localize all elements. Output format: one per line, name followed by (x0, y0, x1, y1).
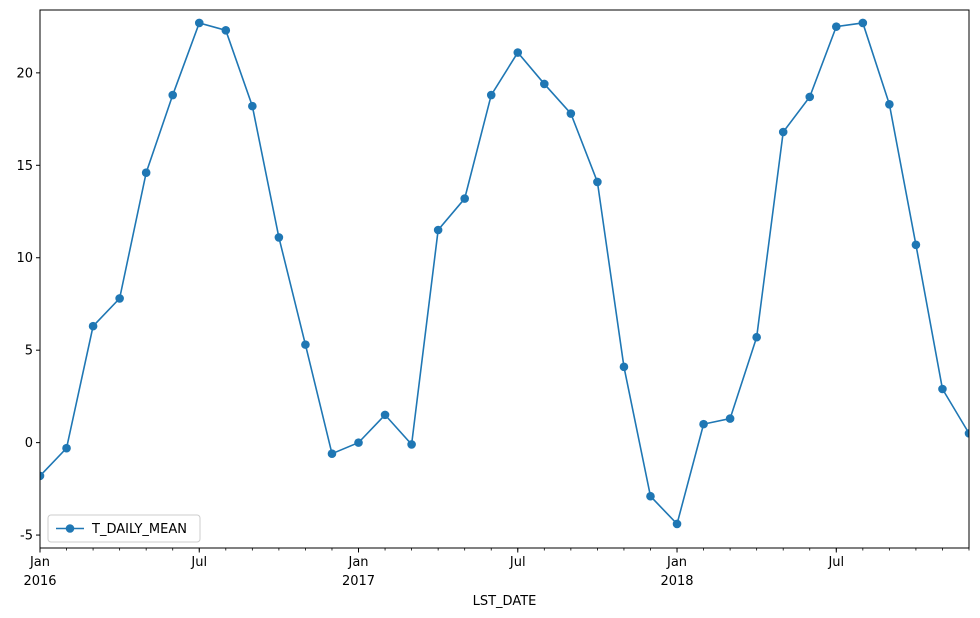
plot-frame (39, 9, 970, 549)
legend: T_DAILY_MEAN (47, 514, 201, 543)
data-point (486, 90, 496, 100)
data-point (699, 419, 708, 429)
data-point (593, 177, 602, 187)
data-point (327, 449, 337, 459)
y-tick-label: 0 (25, 436, 33, 451)
data-point (274, 233, 284, 242)
data-point (858, 18, 868, 28)
data-point (805, 92, 815, 102)
data-point (938, 384, 947, 394)
data-point (619, 362, 629, 372)
series-group (40, 18, 969, 529)
data-point (752, 332, 761, 342)
data-point (62, 443, 71, 453)
data-point (115, 294, 124, 303)
legend-label: T_DAILY_MEAN (91, 522, 187, 537)
x-axis: Jan 2016 Jul Jan 2017 Jul Jan 2018 Jul (23, 548, 970, 589)
data-point (354, 438, 363, 447)
y-tick-label: 10 (16, 251, 33, 266)
data-point (964, 429, 969, 438)
data-point (88, 321, 98, 331)
data-point (885, 99, 894, 109)
legend-marker (65, 524, 75, 533)
x-tick-label: Jan (347, 555, 368, 570)
y-tick-label: 20 (16, 66, 33, 81)
x-tick-year-label: 2016 (23, 574, 56, 589)
data-point (566, 109, 576, 118)
data-point (540, 79, 549, 89)
data-point (646, 491, 655, 501)
data-point (248, 101, 257, 111)
x-tick-label: Jul (509, 555, 526, 570)
x-tick-label: Jul (827, 555, 844, 570)
y-tick-label: 5 (25, 344, 33, 359)
data-point (778, 127, 788, 137)
legend-box (47, 514, 201, 543)
data-point (40, 471, 45, 481)
data-point (141, 168, 151, 177)
data-point (433, 225, 443, 235)
data-point (194, 18, 204, 28)
x-axis-label: LST_DATE (473, 594, 537, 609)
data-point (460, 194, 469, 203)
series-line (40, 21, 969, 526)
y-axis: -5 0 5 10 15 20 (16, 66, 40, 544)
data-point (725, 414, 735, 423)
x-tick-label: Jan (666, 555, 687, 570)
data-point (513, 48, 523, 57)
data-point (911, 240, 921, 250)
x-tick-year-label: 2018 (660, 574, 693, 589)
x-tick-year-label: 2017 (342, 574, 375, 589)
data-point (672, 519, 682, 529)
data-point (831, 22, 841, 31)
x-tick-label: Jul (190, 555, 207, 570)
data-point (301, 340, 310, 349)
x-tick-label: Jan (29, 555, 50, 570)
y-tick-label: 15 (16, 159, 33, 174)
data-point (221, 26, 231, 35)
data-point (407, 440, 416, 449)
data-point (168, 90, 178, 100)
data-point (380, 410, 390, 420)
y-tick-label: -5 (20, 529, 33, 544)
